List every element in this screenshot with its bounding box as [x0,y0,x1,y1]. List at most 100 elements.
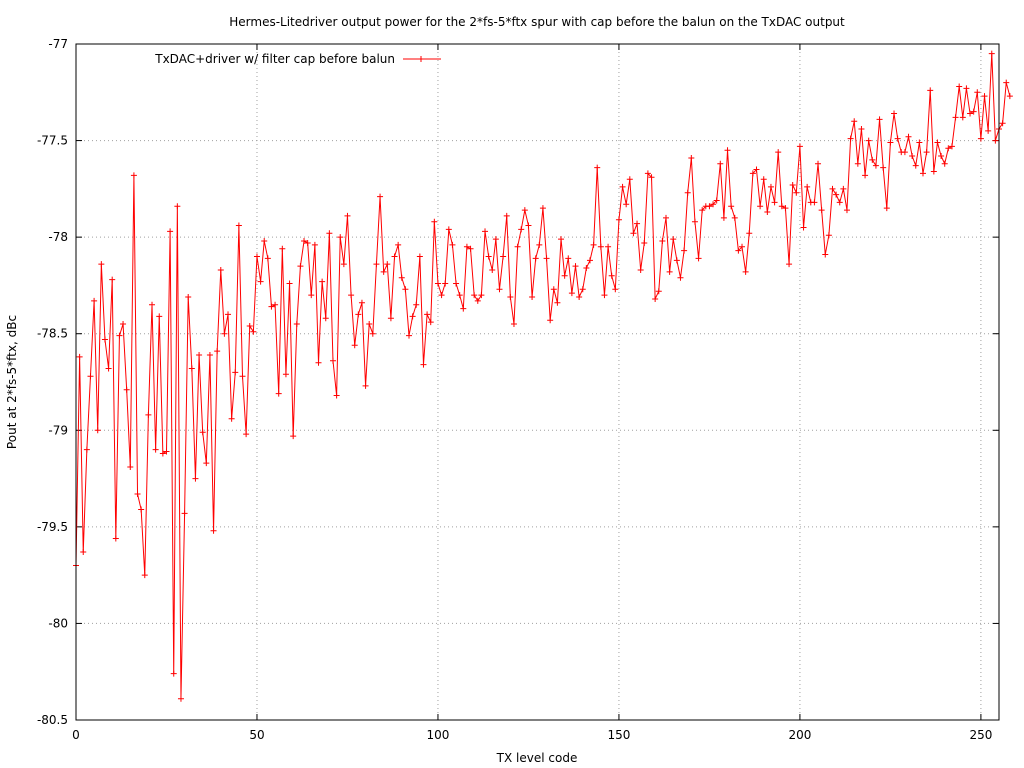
data-point [282,371,289,378]
data-point [395,241,402,248]
data-point [720,214,727,221]
data-point [243,431,250,438]
data-point [891,110,898,117]
y-tick-label: -79 [48,423,68,437]
data-point [329,357,336,364]
data-point [518,226,525,233]
data-point [753,166,760,173]
data-point [409,313,416,320]
data-point [735,247,742,254]
y-tick-label: -80.5 [37,713,68,727]
data-point [992,137,999,144]
data-point [974,89,981,96]
data-point [315,359,322,366]
data-point [101,336,108,343]
data-point [141,572,148,579]
data-point [963,85,970,92]
data-point [496,286,503,293]
data-point [402,286,409,293]
data-point [876,116,883,123]
x-tick-label: 250 [969,728,992,742]
data-point [637,266,644,273]
data-point [547,317,554,324]
data-point [413,301,420,308]
axis-ticks: 0 50 100 150 200 250 -77 -77.5 -78 -78.5 -79 -79.5 -… [37,37,999,742]
data-point [626,176,633,183]
data-point [977,135,984,142]
data-point [590,241,597,248]
data-point [116,332,123,339]
data-point [149,301,156,308]
data-point [525,222,532,229]
data-point [825,232,832,239]
data-point [235,222,242,229]
data-point [894,135,901,142]
data-point [594,164,601,171]
data-point [217,266,224,273]
data-point [105,365,112,372]
data-point [909,153,916,160]
data-point [695,255,702,262]
data-point [757,203,764,210]
data-point [492,236,499,243]
data-point [923,149,930,156]
data-point [355,311,362,318]
data-point [706,203,713,210]
data-point [358,299,365,306]
y-tick-label: -77.5 [37,134,68,148]
data-point [406,332,412,339]
data-point [304,239,311,246]
data-point [138,506,145,513]
data-point [130,172,137,179]
data-point [543,255,550,262]
data-point [641,239,648,246]
data-point [630,230,637,237]
data-point [87,373,94,380]
data-point [655,288,662,295]
data-point [482,228,489,235]
data-point [771,199,778,206]
x-tick-label: 200 [788,728,811,742]
data-point [398,274,405,281]
data-point [644,170,651,177]
data-point [467,245,474,252]
data-point [503,212,510,219]
data-point [854,160,861,167]
data-point [967,110,974,117]
data-point [427,319,434,326]
data-point [539,205,546,212]
data-point [746,230,753,237]
data-point [380,268,387,275]
data-point [134,491,141,498]
data-point [438,292,445,299]
data-point [185,294,192,301]
grid [76,44,999,720]
data-point [565,255,572,262]
data-point [120,321,127,328]
data-point [348,292,355,299]
data-point [901,149,908,156]
data-point [818,207,825,214]
data-point [586,257,593,264]
data-point [568,290,575,297]
data-point [945,145,952,152]
data-point [681,247,688,254]
data-point [333,392,340,399]
data-point [634,220,641,227]
data-point [659,238,666,245]
data-point [822,251,829,258]
data-point [112,535,119,542]
data-point [391,253,398,260]
data-point [286,280,293,287]
x-tick-label: 100 [427,728,450,742]
data-point [601,292,608,299]
data-point [778,203,785,210]
data-point [608,272,615,279]
data-point [959,114,966,121]
data-point [489,266,496,273]
data-point [167,228,174,235]
data-point [691,218,698,225]
data-point [843,207,850,214]
data-point [127,463,134,470]
